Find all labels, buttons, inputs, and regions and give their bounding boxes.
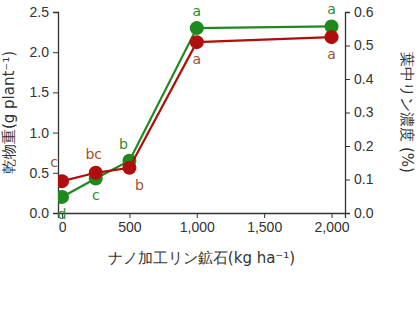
chart: 05001,0001,5002,0000.00.51.01.52.02.50.0… [0, 0, 420, 311]
point [325, 30, 339, 44]
tick-mark [332, 213, 333, 218]
tick: 2,000 [315, 213, 350, 235]
tick: 2.5 [30, 4, 58, 20]
significance-letter: bc [85, 146, 102, 162]
point [122, 161, 136, 175]
tick-mark [345, 213, 350, 214]
point [190, 21, 204, 35]
axis-line [53, 13, 59, 214]
tick-label: 0.4 [354, 71, 374, 87]
significance-letter: c [92, 187, 100, 203]
tick-mark [345, 12, 350, 13]
tick-label: 0.3 [354, 104, 374, 120]
tick-label: 2.5 [30, 4, 50, 20]
tick-mark [197, 213, 198, 218]
tick-mark [345, 46, 350, 47]
tick-label: 0.0 [30, 205, 50, 221]
tick: 0.3 [345, 104, 374, 120]
x-axis: 05001,0001,5002,000 [59, 213, 350, 235]
tick-mark [129, 213, 130, 218]
tick: 0.6 [345, 4, 374, 20]
tick-label: 500 [118, 219, 142, 235]
plot-area [58, 19, 339, 203]
tick-mark [345, 180, 350, 181]
series-line [62, 26, 331, 196]
annotations: d c b a a c bc b a a [50, 1, 336, 221]
tick-label: 1,500 [247, 219, 282, 235]
point [58, 174, 69, 188]
tick-label: 0.6 [354, 4, 374, 20]
tick: 1.5 [30, 84, 58, 100]
significance-letter: c [50, 154, 58, 170]
tick-label: 2,000 [315, 219, 350, 235]
tick-mark [345, 79, 350, 80]
y2-axis-title: 葉中リン濃度 (%) [398, 52, 416, 173]
tick-mark [53, 12, 58, 13]
significance-letter: a [327, 46, 336, 62]
tick: 0.1 [345, 171, 374, 187]
tick: 0.4 [345, 71, 374, 87]
significance-letter: d [58, 206, 67, 222]
tick-label: 0.5 [354, 37, 374, 53]
tick-mark [53, 173, 58, 174]
axis-line [346, 13, 351, 214]
tick-label: 0.2 [354, 138, 374, 154]
tick: 0.0 [345, 205, 374, 221]
tick-label: 0.0 [354, 205, 374, 221]
axis-line [59, 214, 346, 219]
series-line [62, 37, 331, 181]
point [58, 190, 69, 204]
significance-letter: a [192, 51, 201, 67]
tick: 500 [118, 213, 142, 235]
tick-mark [264, 213, 265, 218]
tick-mark [53, 133, 58, 134]
tick: 1.0 [30, 125, 58, 141]
tick: 1,500 [247, 213, 282, 235]
significance-letter: a [192, 3, 201, 19]
tick: 1,000 [180, 213, 215, 235]
tick: 0.5 [345, 37, 374, 53]
tick-label: 1.0 [30, 125, 50, 141]
tick-label: 1.5 [30, 84, 50, 100]
x-axis-title: ナノ加工リン鉱石(kg ha⁻¹) [108, 249, 295, 267]
y-axis: 0.0 0.5 1.0 1.5 2.0 2.5 [30, 4, 59, 221]
tick-mark [345, 113, 350, 114]
tick-mark [345, 146, 350, 147]
significance-letter: a [327, 1, 336, 17]
tick: 2.0 [30, 44, 58, 60]
tick-mark [53, 52, 58, 53]
tick: 0.2 [345, 138, 374, 154]
point [89, 166, 103, 180]
tick-mark [53, 92, 58, 93]
significance-letter: b [119, 136, 128, 152]
tick-label: 2.0 [30, 44, 50, 60]
tick-label: 0.5 [30, 165, 50, 181]
significance-letter: b [135, 177, 144, 193]
tick-label: 1,000 [180, 219, 215, 235]
tick: 0.0 [30, 205, 58, 221]
point [190, 35, 204, 49]
y2-axis: 0.0 0.1 0.2 0.3 0.4 0.5 0.6 [345, 4, 374, 221]
tick-label: 0.1 [354, 171, 374, 187]
y-axis-title: 乾物重(g plant⁻¹) [0, 51, 18, 174]
